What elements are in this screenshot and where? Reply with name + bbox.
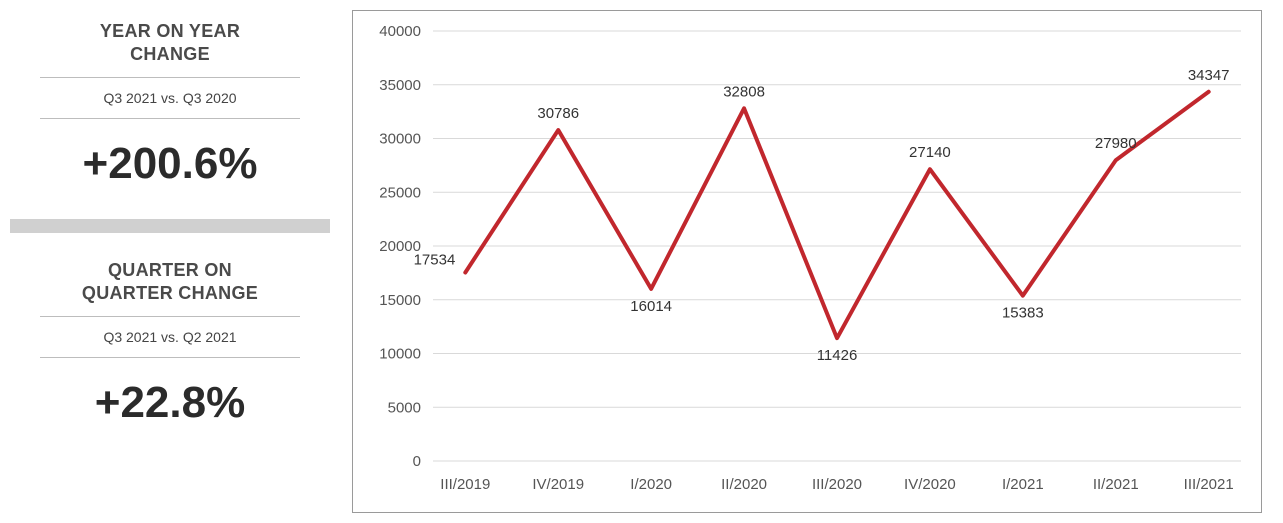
- line-chart: 0500010000150002000025000300003500040000…: [353, 11, 1261, 511]
- yoy-title: YEAR ON YEAR CHANGE: [100, 20, 240, 65]
- point-value-label: 34347: [1188, 67, 1230, 84]
- point-value-label: 17534: [414, 252, 456, 269]
- point-value-label: 11426: [817, 347, 858, 364]
- point-value-label: 32808: [723, 83, 765, 100]
- data-line: [465, 92, 1208, 338]
- point-value-label: 27980: [1095, 135, 1137, 152]
- x-tick-label: IV/2020: [904, 476, 956, 493]
- y-tick-label: 25000: [379, 184, 421, 201]
- point-value-label: 15383: [1002, 305, 1044, 322]
- y-tick-label: 15000: [379, 292, 421, 309]
- line-chart-panel: 0500010000150002000025000300003500040000…: [352, 10, 1262, 513]
- point-value-label: 16014: [630, 298, 672, 315]
- qoq-subtitle: Q3 2021 vs. Q2 2021: [103, 319, 236, 355]
- dashboard-root: YEAR ON YEAR CHANGE Q3 2021 vs. Q3 2020 …: [0, 0, 1283, 523]
- x-tick-label: III/2021: [1184, 476, 1234, 493]
- metrics-panel: YEAR ON YEAR CHANGE Q3 2021 vs. Q3 2020 …: [10, 10, 330, 513]
- x-tick-label: II/2021: [1093, 476, 1139, 493]
- divider: [40, 316, 300, 317]
- divider: [40, 118, 300, 119]
- y-tick-label: 5000: [388, 399, 421, 416]
- x-tick-label: III/2019: [440, 476, 490, 493]
- x-tick-label: I/2021: [1002, 476, 1044, 493]
- divider: [40, 77, 300, 78]
- yoy-value: +200.6%: [83, 121, 258, 213]
- x-tick-label: I/2020: [630, 476, 672, 493]
- y-tick-label: 30000: [379, 131, 421, 148]
- y-tick-label: 40000: [379, 23, 421, 40]
- point-value-label: 27140: [909, 144, 951, 161]
- y-tick-label: 10000: [379, 346, 421, 363]
- yoy-subtitle: Q3 2021 vs. Q3 2020: [103, 80, 236, 116]
- section-separator: [10, 219, 330, 233]
- x-tick-label: II/2020: [721, 476, 767, 493]
- qoq-title: QUARTER ON QUARTER CHANGE: [82, 259, 258, 304]
- point-value-label: 30786: [537, 105, 579, 122]
- x-tick-label: IV/2019: [532, 476, 584, 493]
- y-tick-label: 0: [413, 453, 421, 470]
- y-tick-label: 35000: [379, 77, 421, 94]
- qoq-value: +22.8%: [95, 360, 245, 452]
- divider: [40, 357, 300, 358]
- x-tick-label: III/2020: [812, 476, 862, 493]
